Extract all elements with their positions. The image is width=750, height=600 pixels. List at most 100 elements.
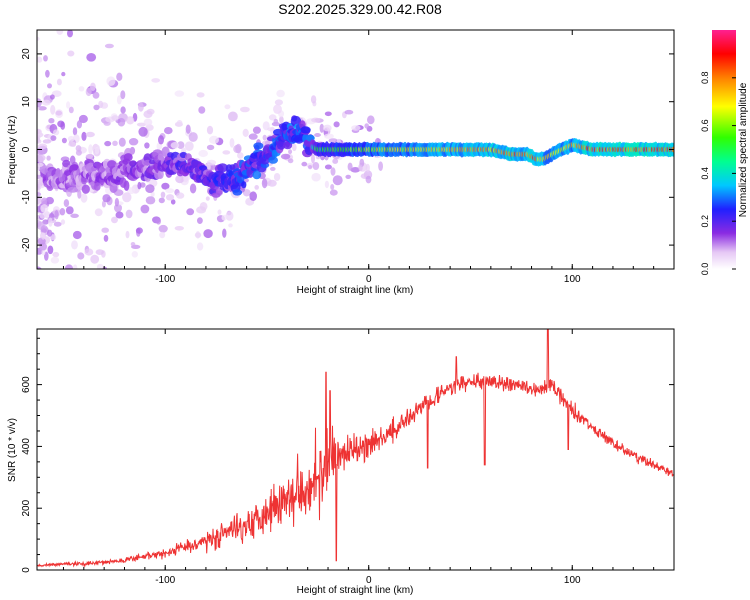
spectrogram-x-label: Height of straight line (km): [297, 285, 414, 296]
spectrogram-cell: [66, 101, 71, 109]
spectrogram-cell: [116, 95, 122, 105]
spectrogram-cell: [228, 223, 233, 228]
colorbar: 0.0 0.2 0.4 0.6 0.8 Normalized spectral ampl…: [700, 30, 749, 275]
spectrogram-cell: [42, 139, 52, 144]
spectrogram-cell: [241, 181, 247, 189]
snr-series-line: [37, 329, 674, 568]
spectrogram-cell: [53, 221, 62, 227]
snr-x-tick-label: 0: [366, 575, 372, 586]
spectrogram-cell: [268, 114, 277, 121]
spectrogram-cell: [34, 279, 42, 287]
spectrogram-cell: [105, 289, 110, 299]
spectrogram-cell: [276, 89, 285, 98]
spectrogram-cell: [347, 162, 353, 171]
spectrogram-cells: [34, 30, 674, 299]
spectrogram-cell: [170, 142, 180, 149]
spectrogram-cell: [160, 191, 166, 198]
spectrogram-cell: [365, 175, 372, 184]
spectrogram-cell: [114, 197, 119, 207]
spectrogram-cell: [138, 126, 148, 137]
spectrogram-cell: [270, 166, 276, 171]
spectrogram-cell: [196, 242, 204, 251]
spectrogram-cell: [37, 266, 42, 269]
spectrogram-cell: [137, 181, 142, 190]
spectrogram-cell: [378, 161, 383, 171]
snr-x-tick-label: -100: [155, 575, 175, 586]
spectrogram-cell: [254, 185, 259, 190]
spectrogram-cell: [158, 224, 168, 233]
spectrogram-cell: [324, 111, 332, 117]
colorbar-tick-label: 0.8: [700, 72, 710, 85]
spectrogram-x-tick-label: 0: [366, 274, 372, 285]
spectrogram-cell: [329, 189, 338, 196]
spectrogram-cell: [273, 173, 281, 181]
spectrogram-cell: [125, 230, 130, 239]
spectrogram-cell: [170, 199, 176, 205]
spectrogram-cell: [102, 194, 111, 203]
spectrogram-cell: [151, 78, 161, 83]
spectrogram-cell: [104, 140, 112, 147]
spectrogram-cell: [311, 154, 315, 164]
spectrogram-cell: [37, 106, 47, 111]
spectrogram-cell: [40, 204, 49, 213]
spectrogram-cell: [50, 256, 60, 264]
spectrogram-cell: [76, 120, 82, 129]
spectrogram-cell: [37, 282, 46, 286]
spectrogram-cell: [40, 225, 48, 233]
spectrogram-cell: [71, 240, 78, 250]
spectrogram-cell: [176, 120, 183, 126]
spectrogram-cell: [280, 153, 291, 160]
spectrogram-cell: [55, 110, 63, 116]
spectrogram-cell: [222, 228, 227, 238]
spectrogram-cell: [59, 208, 66, 216]
spectrogram-cell: [164, 127, 173, 135]
spectrogram-cell: [217, 163, 229, 173]
snr-y-tick-label: 0: [21, 567, 32, 573]
spectrogram-cell: [176, 192, 185, 199]
spectrogram-y-tick-label: -10: [21, 190, 32, 205]
spectrogram-cell: [106, 76, 116, 86]
snr-x-label: Height of straight line (km): [297, 585, 414, 596]
spectrogram-cell: [130, 288, 137, 293]
spectrogram-cell: [93, 104, 100, 111]
spectrogram-cell: [345, 174, 352, 179]
spectrogram-cell: [252, 170, 262, 180]
spectrogram-cell: [56, 30, 64, 35]
colorbar-tick-label: 0.2: [700, 215, 710, 228]
spectrogram-cell: [288, 149, 293, 155]
spectrogram-cell: [69, 155, 76, 165]
spectrogram-cell: [115, 211, 124, 219]
spectrogram-y-tick-label: 20: [21, 48, 32, 60]
spectrogram-cell: [206, 144, 215, 151]
spectrogram-cell: [85, 87, 92, 97]
spectrogram-cell: [130, 242, 136, 247]
spectrogram-cell: [103, 234, 109, 242]
spectrogram-cell: [209, 135, 219, 144]
spectrogram-cell: [118, 137, 126, 147]
spectrogram-cell: [300, 126, 311, 134]
spectrogram-cell: [229, 138, 235, 148]
spectrogram-cell: [37, 183, 40, 191]
spectrogram-cell: [90, 82, 96, 92]
spectrogram-cell: [37, 143, 48, 150]
spectrogram-cell: [185, 124, 191, 134]
spectrogram-cell: [228, 111, 238, 122]
spectrogram-cell: [131, 251, 138, 258]
snr-y-tick-label: 200: [21, 499, 32, 516]
spectrogram-cell: [78, 86, 85, 92]
spectrogram-cell: [319, 123, 324, 133]
spectrogram-cell: [50, 104, 56, 115]
spectrogram-cell: [50, 94, 55, 100]
spectrogram-y-label: Frequency (Hz): [7, 116, 18, 185]
spectrogram-cell: [196, 206, 207, 214]
spectrogram-cell: [85, 131, 95, 138]
spectrogram-cell: [41, 249, 46, 256]
spectrogram-cell: [144, 142, 150, 149]
colorbar-tick-label: 0.6: [700, 119, 710, 132]
spectrogram-cell: [314, 133, 321, 137]
spectrogram-cell: [93, 182, 101, 191]
spectrogram-cell: [43, 55, 48, 62]
spectrogram-cell: [53, 129, 60, 136]
spectrogram-cell: [45, 69, 50, 78]
